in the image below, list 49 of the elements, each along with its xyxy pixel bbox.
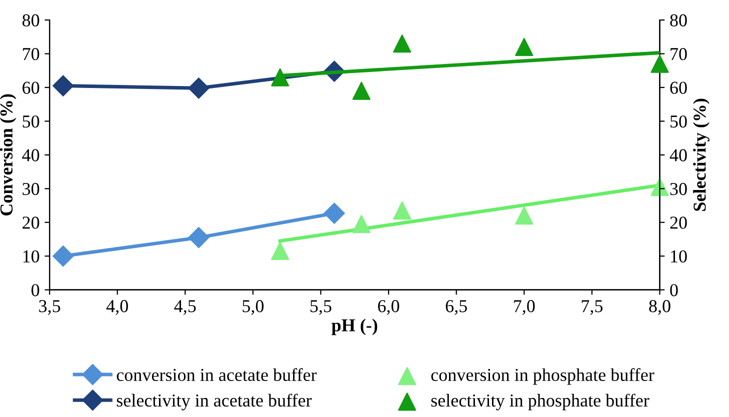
y2-tick-label: 50 — [670, 115, 687, 128]
y-axis-title: Conversion (%) — [0, 94, 16, 216]
y-tick-label: 40 — [22, 149, 40, 162]
y-tick-label: 20 — [22, 216, 40, 229]
y2-tick-label: 30 — [670, 182, 687, 196]
y2-tick-label: 20 — [670, 216, 687, 229]
point — [393, 34, 412, 53]
legend-label: selectivity in phosphate buffer — [431, 394, 650, 410]
x-tick-label: 4,5 — [174, 300, 196, 315]
y2-axis-title: Selectivity (%) — [693, 98, 710, 211]
y-tick-label: 10 — [23, 250, 40, 263]
y2-tick-label: 40 — [670, 149, 687, 162]
point — [271, 242, 290, 260]
x-tick-label: 5,0 — [242, 300, 264, 315]
x-tick-label: 3,5 — [39, 300, 60, 315]
point — [324, 202, 345, 224]
y2-tick-label: 70 — [670, 48, 687, 60]
x-tick-label: 6,0 — [378, 300, 400, 315]
point — [515, 206, 534, 225]
point — [352, 215, 370, 234]
y-tick-label: 30 — [22, 182, 40, 196]
x-axis-title: pH (-) — [332, 318, 378, 336]
y2-tick-label: 10 — [671, 250, 687, 263]
y-tick-label: 60 — [22, 82, 40, 94]
point — [188, 227, 210, 248]
legend-label: selectivity in acetate buffer — [116, 394, 312, 410]
point — [352, 82, 370, 100]
y2-tick-label: 80 — [670, 14, 687, 26]
point — [393, 202, 412, 220]
x-tick-label: 5,5 — [310, 300, 332, 315]
x-tick-label: 7,0 — [514, 300, 535, 315]
point — [52, 75, 74, 96]
x-tick-label: 4,0 — [106, 300, 128, 315]
point — [271, 68, 290, 86]
x-tick-label: 6,5 — [446, 300, 467, 315]
y-tick-label: 0 — [32, 284, 40, 296]
y2-tick-label: 0 — [670, 284, 678, 296]
legend-label: conversion in acetate buffer — [116, 368, 317, 382]
y-tick-label: 80 — [22, 14, 40, 26]
point — [515, 38, 534, 56]
y-tick-label: 70 — [22, 48, 40, 60]
point — [188, 78, 210, 99]
y2-tick-label: 60 — [670, 82, 687, 94]
y-tick-label: 50 — [22, 115, 40, 128]
x-tick-label: 8,0 — [649, 300, 670, 315]
legend-label: conversion in phosphate buffer — [431, 368, 654, 385]
point — [52, 246, 74, 267]
point — [650, 54, 669, 73]
x-tick-label: 7,5 — [582, 300, 603, 315]
